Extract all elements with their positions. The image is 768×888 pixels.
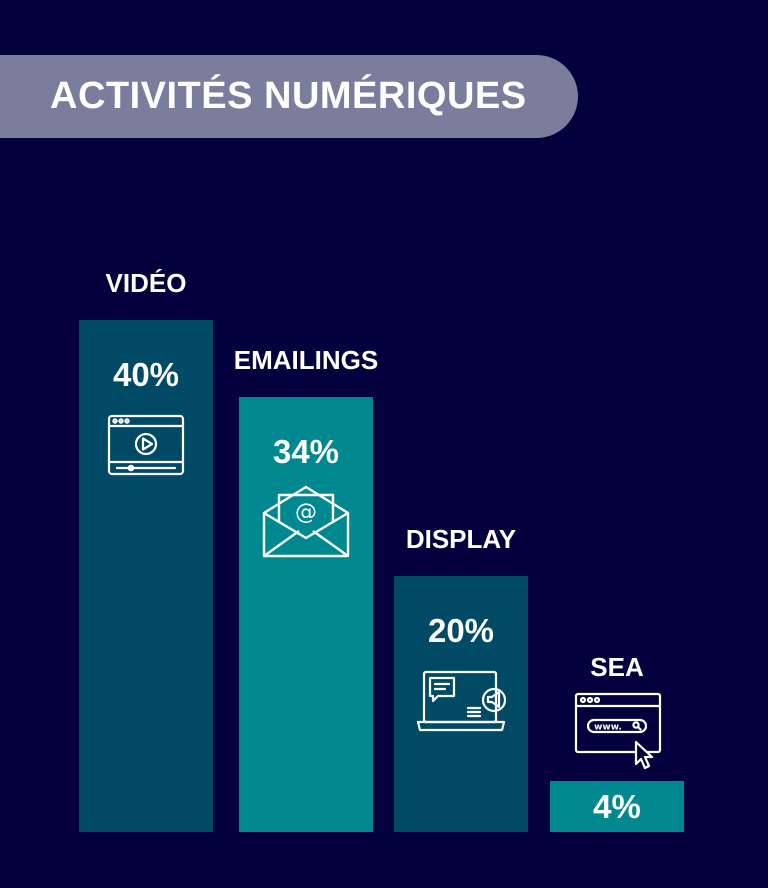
value-label: 20% xyxy=(427,612,495,649)
svg-text:www.: www. xyxy=(594,723,622,733)
bar-display: 20% xyxy=(394,576,528,832)
category-label: DISPLAY xyxy=(405,524,517,554)
bar-emailings: 34% @ xyxy=(239,397,373,832)
laptop-ad-icon xyxy=(416,670,507,739)
category-label: EMAILINGS xyxy=(233,345,379,375)
svg-text:@: @ xyxy=(295,500,317,525)
category-label: SEA xyxy=(590,652,644,682)
page-title: ACTIVITÉS NUMÉRIQUES xyxy=(50,75,527,117)
title-banner: ACTIVITÉS NUMÉRIQUES xyxy=(0,55,578,138)
video-player-icon xyxy=(107,414,185,481)
bar-sea: 4% xyxy=(550,781,684,832)
email-envelope-icon: @ xyxy=(261,483,351,564)
value-label: 4% xyxy=(593,788,641,825)
value-label: 34% xyxy=(272,433,340,470)
browser-www-icon: www. xyxy=(574,692,664,775)
category-label: VIDÉO xyxy=(105,268,187,298)
value-label: 40% xyxy=(112,356,180,393)
bar-vido: 40% xyxy=(79,320,213,832)
